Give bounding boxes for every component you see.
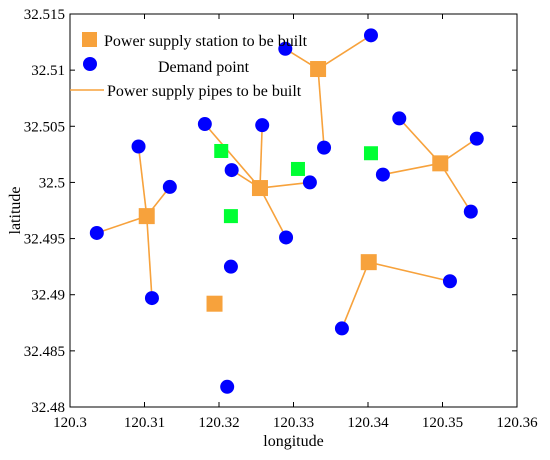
demand-point <box>220 379 235 394</box>
pipe-line <box>368 261 451 283</box>
station-to-build <box>138 208 155 225</box>
pipe-line <box>317 68 325 148</box>
pipe-line <box>259 187 287 238</box>
y-tick-label: 32.515 <box>24 7 65 23</box>
legend: Power supply station to be built Demand … <box>70 32 308 100</box>
demand-point <box>392 111 407 126</box>
x-tick-label: 120.35 <box>422 415 463 431</box>
y-axis-title: latitude <box>7 187 24 235</box>
station-to-build <box>360 254 377 271</box>
demand-point <box>317 140 332 155</box>
demand-point <box>162 179 177 194</box>
demand-point <box>442 274 457 289</box>
pipe-line <box>317 34 372 70</box>
power-stations <box>138 61 449 312</box>
legend-station-label: Power supply station to be built <box>104 33 308 50</box>
x-tick-label: 120.36 <box>496 415 538 431</box>
x-axis-title: longitude <box>263 433 323 450</box>
pipe-line <box>439 162 472 213</box>
pipe-line <box>145 216 153 299</box>
x-tick-label: 120.3 <box>53 415 87 431</box>
pipe-line <box>204 123 261 189</box>
y-tick-label: 32.51 <box>31 63 65 79</box>
existing-station <box>223 209 238 224</box>
legend-demand-marker <box>83 57 97 71</box>
y-tick-label: 32.485 <box>24 344 65 360</box>
pipe-line <box>137 146 148 217</box>
demand-point <box>334 321 349 336</box>
demand-points <box>89 28 484 394</box>
demand-point <box>278 41 293 56</box>
x-tick-label: 120.31 <box>124 415 165 431</box>
demand-point <box>223 259 238 274</box>
x-axis-ticks: 120.3 120.31 120.32 120.33 120.34 120.35 120.3… <box>53 14 538 431</box>
station-to-build <box>310 61 327 78</box>
demand-point <box>279 230 294 245</box>
x-tick-label: 120.33 <box>273 415 314 431</box>
demand-point <box>375 167 390 182</box>
demand-point <box>469 131 484 146</box>
demand-point <box>197 117 212 132</box>
x-tick-label: 120.34 <box>347 415 389 431</box>
existing-station <box>214 143 229 158</box>
station-to-build <box>432 155 449 172</box>
legend-station-marker <box>82 32 97 47</box>
pipe-line <box>382 162 441 176</box>
demand-point <box>363 28 378 43</box>
demand-point <box>131 139 146 154</box>
pipe-line <box>259 181 310 189</box>
existing-station <box>290 161 305 176</box>
demand-point <box>144 291 159 306</box>
demand-point <box>224 163 239 178</box>
y-tick-label: 32.48 <box>31 400 65 416</box>
x-tick-label: 120.32 <box>198 415 239 431</box>
demand-point <box>255 118 270 133</box>
demand-point <box>89 225 104 240</box>
demand-point <box>463 204 478 219</box>
demand-point <box>302 175 317 190</box>
legend-pipe-label: Power supply pipes to be built <box>107 83 302 100</box>
existing-stations <box>214 143 378 224</box>
legend-demand-label: Demand point <box>158 59 250 76</box>
pipe-line <box>259 125 264 189</box>
station-to-build <box>206 295 223 312</box>
y-tick-label: 32.49 <box>31 288 65 304</box>
station-to-build <box>251 180 268 197</box>
pipe-line <box>341 261 370 329</box>
y-tick-label: 32.505 <box>24 119 65 135</box>
y-tick-label: 32.495 <box>24 232 65 248</box>
existing-station <box>363 146 378 161</box>
y-axis-ticks: 32.48 32.485 32.49 32.495 32.5 32.505 32.51 32.… <box>24 7 517 416</box>
pipe-line <box>96 215 147 234</box>
y-tick-label: 32.5 <box>39 175 65 191</box>
